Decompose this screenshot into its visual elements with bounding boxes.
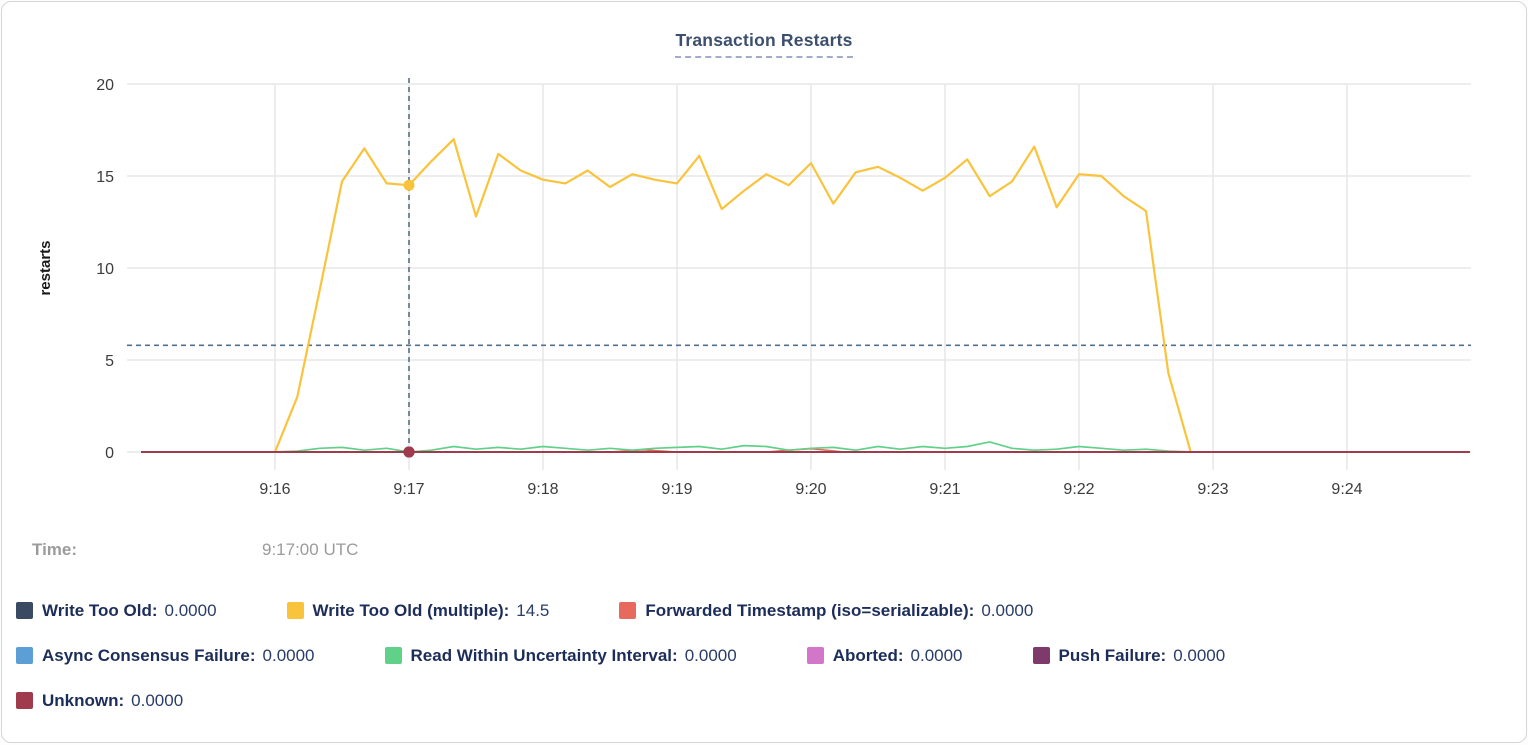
x-tick-label: 9:20 <box>795 481 826 498</box>
legend-swatch-read-within-uncertainty-interval <box>384 647 402 664</box>
legend-value: 0.0000 <box>1173 645 1226 665</box>
series-line-write-too-old-multiple <box>273 138 1192 453</box>
y-axis-label: restarts <box>37 240 54 295</box>
tooltip-time-label: Time: <box>32 540 78 559</box>
chart-title[interactable]: Transaction Restarts <box>675 30 853 58</box>
legend-item-write-too-old: Write Too Old: 0.0000 <box>16 601 217 621</box>
legend-label: Unknown: <box>42 690 125 710</box>
legend-item-forwarded-timestamp-iso-serializable: Forwarded Timestamp (iso=serializable): 0… <box>619 601 1033 621</box>
x-tick-label: 9:22 <box>1063 481 1094 498</box>
legend-row: Unknown: 0.0000 <box>16 678 1516 723</box>
legend-value: 0.0000 <box>981 600 1034 620</box>
legend-item-write-too-old-multiple: Write Too Old (multiple): 14.5 <box>286 600 550 621</box>
legend-value: 0.0000 <box>164 600 217 620</box>
legend-value: 14.5 <box>516 600 550 620</box>
x-tick-label: 9:21 <box>929 481 960 498</box>
legend-swatch-unknown <box>16 692 33 709</box>
legend-value: 0.0000 <box>131 690 184 710</box>
legend-label: Forwarded Timestamp (iso=serializable): <box>645 600 975 620</box>
legend-row: Async Consensus Failure: 0.0000 Read Withi… <box>16 633 1516 678</box>
chart-legend: Write Too Old: 0.0000 Write Too Old (multi… <box>16 588 1516 723</box>
x-tick-label: 9:19 <box>661 481 692 498</box>
y-tick-label: 0 <box>105 445 114 462</box>
legend-swatch-push-failure <box>1032 647 1050 664</box>
legend-swatch-async-consensus-failure <box>16 647 33 664</box>
y-tick-label: 20 <box>96 77 114 94</box>
legend-item-read-within-uncertainty-interval: Read Within Uncertainty Interval: 0.0000 <box>384 645 737 666</box>
hover-dot-unknown <box>403 446 415 458</box>
tooltip-time-value: 9:17:00 UTC <box>262 540 359 559</box>
series-line-read-within-uncertainty-interval <box>274 441 1470 453</box>
legend-label: Async Consensus Failure: <box>42 645 256 665</box>
legend-label: Read Within Uncertainty Interval: <box>410 645 678 665</box>
legend-label: Write Too Old (multiple): <box>312 600 510 620</box>
legend-swatch-forwarded-timestamp-iso-serializable <box>619 602 637 619</box>
y-tick-label: 15 <box>96 169 114 186</box>
hover-dot-write-too-old-multiple <box>403 179 415 191</box>
legend-value: 0.0000 <box>262 645 315 665</box>
legend-swatch-write-too-old <box>16 602 33 619</box>
x-tick-label: 9:17 <box>393 481 424 498</box>
legend-label: Write Too Old: <box>42 600 158 620</box>
tooltip-time-row: Time: 9:17:00 UTC <box>32 540 358 560</box>
x-tick-label: 9:18 <box>527 481 558 498</box>
legend-row: Write Too Old: 0.0000 Write Too Old (multi… <box>16 588 1516 633</box>
chart-canvas[interactable]: 0 5 10 15 20 9:16 9:17 9:18 9:19 9:20 9:21 9:22 9:23… <box>2 2 1527 522</box>
legend-item-push-failure: Push Failure: 0.0000 <box>1032 645 1226 666</box>
legend-item-unknown: Unknown: 0.0000 <box>16 691 183 711</box>
legend-item-async-consensus-failure: Async Consensus Failure: 0.0000 <box>16 646 315 666</box>
legend-value: 0.0000 <box>684 645 737 665</box>
legend-item-aborted: Aborted: 0.0000 <box>806 645 963 666</box>
x-tick-label: 9:24 <box>1331 481 1362 498</box>
y-tick-label: 5 <box>105 353 114 370</box>
y-tick-label: 10 <box>96 261 114 278</box>
x-tick-label: 9:16 <box>259 481 290 498</box>
legend-swatch-write-too-old-multiple <box>286 602 304 619</box>
x-tick-label: 9:23 <box>1197 481 1228 498</box>
legend-label: Push Failure: <box>1058 645 1167 665</box>
legend-label: Aborted: <box>832 645 904 665</box>
legend-swatch-aborted <box>806 647 824 664</box>
legend-value: 0.0000 <box>910 645 963 665</box>
chart-header: Transaction Restarts <box>2 30 1526 58</box>
